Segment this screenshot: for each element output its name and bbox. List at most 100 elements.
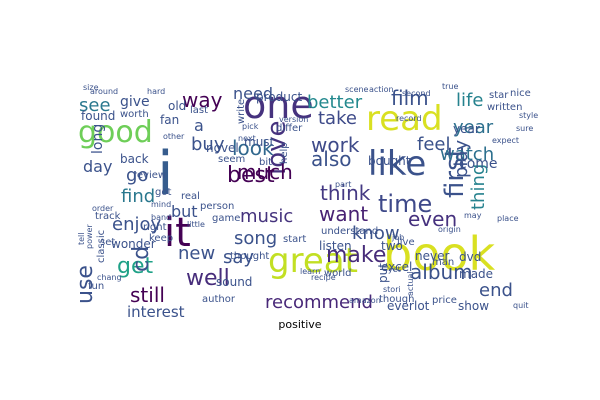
word-cloud-word: long	[90, 124, 106, 154]
word-cloud-word: record	[396, 114, 422, 123]
word-cloud-word: use	[73, 265, 98, 304]
word-cloud-word: write	[236, 99, 247, 124]
word-cloud-word: recommend	[265, 292, 373, 313]
word-cloud-word: review	[133, 170, 166, 181]
word-cloud-word: see	[79, 95, 111, 116]
word-cloud-word: bit	[259, 157, 272, 168]
word-cloud-word: back	[120, 152, 149, 166]
word-cloud-word: get	[117, 254, 154, 279]
word-cloud-word: learn	[300, 267, 320, 276]
word-cloud-word: look	[232, 136, 274, 160]
word-cloud-word: think	[320, 181, 371, 205]
word-cloud-word: wonder	[111, 237, 156, 251]
word-cloud-word: life	[456, 90, 483, 111]
word-cloud-word: must	[244, 135, 275, 149]
word-cloud-word: need	[233, 84, 273, 103]
word-cloud-word: day	[83, 157, 112, 176]
word-cloud-word: love	[262, 120, 292, 175]
word-cloud-word: order	[92, 204, 114, 213]
word-cloud-word: old	[168, 99, 186, 113]
word-cloud-word: tell	[77, 232, 86, 245]
word-cloud-word: one	[243, 83, 314, 127]
word-cloud-word: yet	[388, 265, 401, 274]
word-cloud-word: great	[268, 241, 358, 281]
word-cloud-word: time	[378, 190, 432, 218]
word-cloud-word: around	[90, 87, 118, 96]
word-cloud-word: next	[238, 134, 256, 143]
word-cloud-word: differ	[276, 123, 303, 134]
word-cloud-word: listen	[319, 239, 352, 253]
word-cloud-word: also	[311, 147, 351, 171]
word-cloud-word: read	[366, 99, 443, 139]
word-cloud-word: lot	[414, 299, 430, 313]
word-cloud-word: better	[307, 92, 363, 113]
word-cloud-word: want	[319, 202, 368, 226]
word-cloud-word: it	[164, 210, 191, 256]
word-cloud-word: much	[237, 160, 293, 184]
word-cloud-word: person	[200, 201, 234, 212]
word-cloud-word: interest	[127, 303, 185, 321]
word-cloud-word: give	[120, 94, 150, 110]
word-cloud-word: chang	[97, 273, 122, 282]
word-cloud-word: keep	[149, 233, 173, 244]
word-cloud-word: world	[324, 268, 352, 279]
word-cloud-word: say	[223, 247, 254, 268]
word-cloud-word: origin	[438, 225, 461, 234]
word-cloud-word: know	[352, 223, 400, 244]
word-cloud-word: actual	[406, 271, 415, 296]
word-cloud-word: got	[155, 187, 171, 198]
word-cloud-word: but	[171, 202, 198, 221]
word-cloud-word: found	[81, 109, 115, 123]
word-cloud-word: fan	[160, 113, 179, 127]
word-cloud-word: action	[369, 85, 394, 94]
word-cloud-word: work	[311, 133, 360, 157]
word-cloud-word: album	[410, 260, 473, 284]
word-cloud-word: pick	[242, 122, 259, 131]
figure-caption: positive	[278, 318, 322, 331]
word-cloud-word: right	[143, 222, 167, 233]
word-cloud-word: sure	[516, 124, 533, 133]
word-cloud-word: even	[408, 207, 457, 231]
word-cloud-word: made	[459, 267, 493, 281]
word-cloud-word: mind	[151, 200, 171, 209]
word-cloud-word: still	[130, 283, 165, 307]
word-cloud-word: go	[126, 165, 148, 186]
word-cloud-word: year	[453, 122, 480, 136]
word-cloud-word: feel	[417, 134, 451, 155]
word-cloud-word: a	[194, 116, 204, 135]
word-cloud-word: written	[487, 102, 522, 113]
word-cloud-word: never	[415, 249, 449, 263]
word-cloud-word: game	[212, 213, 240, 224]
word-cloud-word: enjoy	[112, 214, 161, 235]
word-cloud-word: stori	[383, 285, 401, 294]
word-cloud-word: nice	[510, 88, 531, 99]
word-cloud-word: best	[227, 163, 275, 188]
word-cloud-background	[75, 80, 545, 315]
word-cloud-word: like	[368, 144, 426, 184]
word-cloud-word: amazon	[349, 296, 381, 305]
word-cloud-word: scene	[345, 85, 369, 94]
word-cloud-word: first	[440, 147, 470, 198]
word-cloud-word: way	[182, 88, 223, 112]
word-cloud-word: novel	[206, 141, 239, 155]
word-cloud-word: man	[432, 257, 454, 268]
word-cloud-word: last	[190, 105, 208, 116]
word-cloud-word: price	[432, 295, 457, 306]
word-cloud-word: understand	[321, 226, 378, 237]
word-cloud-word: author	[202, 294, 236, 305]
word-cloud-word: classic	[96, 230, 107, 263]
word-cloud-word: worth	[120, 109, 149, 120]
word-cloud-word: bought	[368, 154, 411, 168]
word-cloud-word: seem	[218, 154, 245, 165]
word-cloud-word: put	[376, 263, 390, 283]
word-cloud-word: film	[391, 86, 429, 110]
word-cloud-word: well	[186, 266, 230, 291]
word-cloud-word: hard	[147, 87, 165, 96]
word-cloud-word: little	[187, 220, 205, 229]
word-cloud-word: show	[458, 299, 489, 313]
word-cloud-word: true	[442, 82, 458, 91]
word-cloud-word: watch	[440, 144, 494, 165]
word-cloud-word: place	[497, 214, 519, 223]
word-cloud-word: product	[256, 90, 302, 104]
